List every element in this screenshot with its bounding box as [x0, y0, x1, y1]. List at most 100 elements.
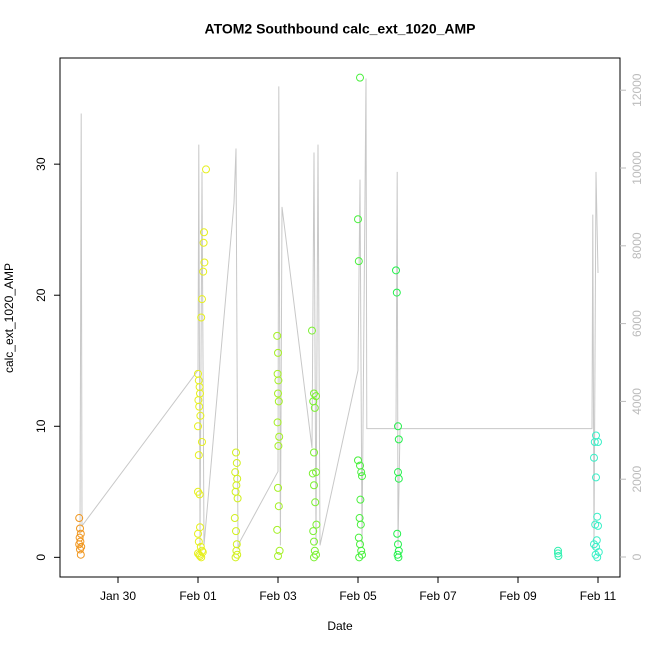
- point: [274, 502, 283, 511]
- y-tick-label: 20: [34, 288, 48, 302]
- point: [194, 537, 203, 546]
- point: [592, 473, 600, 482]
- point: [275, 432, 284, 441]
- point: [590, 453, 598, 462]
- y-tick-label: 10: [34, 419, 48, 433]
- y-tick-label: 30: [34, 157, 48, 171]
- point: [590, 540, 598, 549]
- x-tick-label: Feb 09: [499, 589, 537, 603]
- y2-tick-label: 10000: [630, 151, 644, 185]
- point: [230, 514, 239, 523]
- x-tick-label: Feb 11: [580, 589, 617, 603]
- x-tick-label: Feb 01: [179, 589, 217, 603]
- point: [233, 494, 242, 503]
- plot-frame: [59, 57, 621, 578]
- point: [354, 456, 362, 465]
- point: [392, 288, 401, 297]
- point: [274, 348, 282, 357]
- point: [199, 267, 208, 276]
- point: [354, 257, 363, 266]
- point: [273, 331, 282, 340]
- point: [393, 529, 402, 538]
- point: [394, 474, 403, 483]
- point: [358, 550, 366, 559]
- point: [554, 552, 563, 561]
- y2-tick-label: 8000: [630, 232, 644, 259]
- point: [312, 520, 321, 529]
- point: [308, 326, 316, 335]
- point: [357, 468, 366, 477]
- point: [202, 165, 210, 174]
- y-axis-label: calc_ext_1020_AMP: [2, 263, 16, 373]
- point: [394, 553, 403, 562]
- point: [231, 553, 240, 562]
- point: [198, 438, 206, 447]
- point: [198, 548, 207, 557]
- point: [194, 529, 202, 538]
- point: [195, 402, 204, 411]
- point: [358, 472, 366, 481]
- point: [590, 438, 599, 447]
- point: [310, 537, 318, 546]
- y2-tick-label: 12000: [630, 73, 644, 107]
- point: [356, 495, 365, 504]
- point: [392, 266, 400, 275]
- x-tick-label: Feb 03: [259, 589, 297, 603]
- point: [273, 418, 282, 427]
- point: [354, 215, 362, 224]
- point: [356, 520, 365, 529]
- point: [199, 238, 208, 247]
- point: [309, 527, 318, 536]
- x-tick-label: Feb 07: [419, 589, 457, 603]
- point: [274, 483, 282, 492]
- point: [593, 553, 602, 562]
- point: [232, 527, 240, 536]
- point: [274, 441, 283, 450]
- point: [200, 258, 209, 267]
- point: [232, 448, 240, 457]
- point: [75, 540, 84, 549]
- x-axis-label: Date: [327, 619, 353, 633]
- chart-title: ATOM2 Southbound calc_ext_1020_AMP: [205, 21, 476, 37]
- point: [310, 389, 318, 398]
- point: [194, 451, 203, 460]
- point: [554, 549, 562, 558]
- point: [275, 546, 284, 555]
- point: [198, 295, 206, 304]
- point: [594, 521, 602, 530]
- point: [76, 545, 84, 554]
- point: [194, 422, 202, 431]
- y2-tick-label: 2000: [630, 466, 644, 493]
- point: [274, 389, 282, 398]
- point: [594, 438, 602, 447]
- point: [196, 411, 205, 420]
- y-tick-label: 0: [34, 554, 48, 561]
- point: [195, 490, 204, 499]
- point: [232, 458, 241, 467]
- point: [76, 529, 85, 538]
- y2-tick-label: 4000: [630, 388, 644, 415]
- point: [593, 512, 602, 521]
- point: [310, 481, 318, 490]
- point: [355, 553, 364, 562]
- point: [75, 514, 84, 523]
- point: [310, 553, 318, 562]
- point: [197, 313, 206, 322]
- point: [394, 422, 402, 431]
- point: [308, 469, 317, 478]
- point: [394, 435, 403, 444]
- point: [76, 550, 85, 559]
- point: [356, 73, 364, 82]
- point: [554, 546, 562, 555]
- point: [197, 553, 206, 562]
- point: [312, 550, 320, 559]
- point: [274, 397, 283, 406]
- point: [76, 524, 84, 533]
- y2-tick-label: 6000: [630, 310, 644, 337]
- point: [311, 498, 320, 507]
- point: [310, 403, 319, 412]
- point: [274, 376, 283, 385]
- point: [196, 542, 205, 551]
